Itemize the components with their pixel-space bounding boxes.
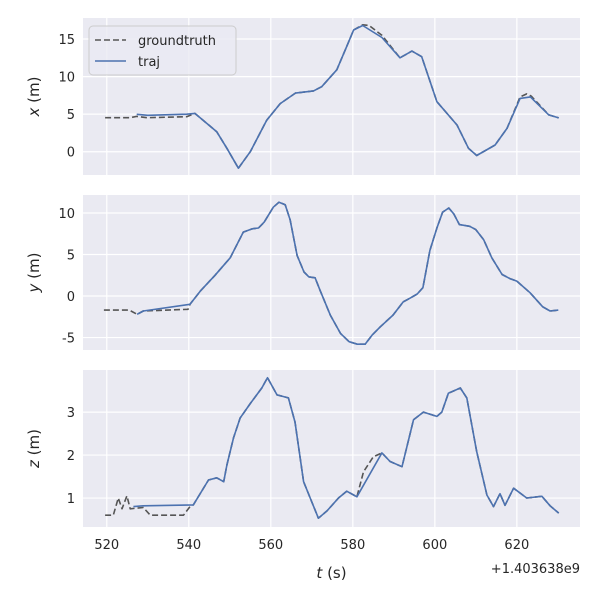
- subplot-3: 1 2 3 z (m) 520 540 560 580 600 620 t (s) +1.403638…: [25, 370, 580, 582]
- y-tick-label: 0: [67, 146, 75, 161]
- plot-area: [83, 195, 580, 350]
- x-tick-label: 520: [94, 538, 119, 553]
- x-offset-label: +1.403638e9: [491, 562, 580, 577]
- y-tick-label: 3: [67, 406, 75, 421]
- x-axis-label-var: t: [316, 564, 323, 582]
- subplot-1: 0 5 10 15 x (m) groundtruth traj: [25, 18, 580, 175]
- y-tick-label: 1: [67, 492, 75, 507]
- y-tick-label: 15: [58, 33, 75, 48]
- y-axis-label: x (m): [25, 77, 43, 118]
- x-tick-label: 580: [340, 538, 365, 553]
- series-line-traj: [136, 24, 559, 169]
- x-tick-label: 560: [258, 538, 283, 553]
- y-axis-label: z (m): [25, 429, 43, 469]
- y-tick-label: 10: [58, 71, 75, 86]
- x-tick-label: 600: [422, 538, 447, 553]
- y-axis-label: y (m): [25, 253, 43, 294]
- x-tick-label: 620: [504, 538, 529, 553]
- x-axis-label: t (s): [316, 564, 346, 582]
- series-line-traj: [136, 201, 559, 345]
- y-tick-label: 5: [67, 249, 75, 264]
- legend-label-traj: traj: [138, 55, 160, 70]
- legend-frame: [88, 25, 237, 76]
- y-axis-label-unit: (m): [25, 253, 43, 284]
- y-axis-label-unit: (m): [25, 429, 43, 460]
- x-axis-label-unit: (s): [322, 564, 346, 582]
- y-tick-label: -5: [62, 332, 75, 347]
- y-axis-label-var: x: [25, 107, 43, 117]
- subplot-2: -5 0 5 10 y (m): [25, 195, 580, 350]
- x-tick-label: 540: [176, 538, 201, 553]
- y-tick-label: 2: [67, 449, 75, 464]
- y-tick-label: 0: [67, 290, 75, 305]
- y-axis-label-var: y: [25, 282, 43, 293]
- y-tick-label: 10: [58, 207, 75, 222]
- series-line-traj: [133, 376, 560, 519]
- y-tick-label: 5: [67, 108, 75, 123]
- y-axis-label-var: z: [25, 459, 43, 469]
- legend: groundtruth traj: [88, 25, 237, 76]
- legend-label-groundtruth: groundtruth: [138, 34, 216, 49]
- y-axis-label-unit: (m): [25, 77, 43, 108]
